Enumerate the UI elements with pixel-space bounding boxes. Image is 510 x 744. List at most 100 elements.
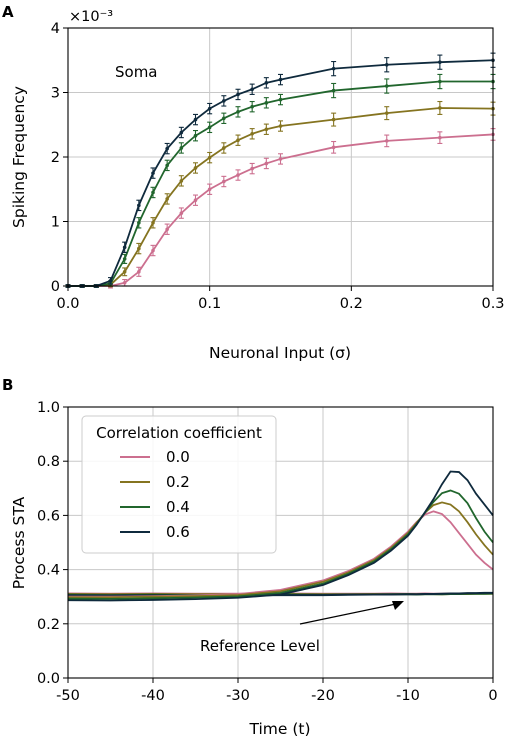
data-point xyxy=(151,190,155,195)
data-point xyxy=(236,173,240,177)
data-point xyxy=(278,97,283,102)
panel-a-x-axis-label: Neuronal Input (σ) xyxy=(209,344,351,362)
data-point xyxy=(207,106,212,111)
data-point xyxy=(278,77,283,82)
data-point xyxy=(193,117,198,122)
panel-a-y-tick-label: 1 xyxy=(51,215,60,231)
data-point xyxy=(438,79,442,84)
data-point xyxy=(438,60,442,64)
data-point xyxy=(384,111,389,115)
data-point xyxy=(264,101,269,105)
data-point xyxy=(236,92,240,97)
data-point xyxy=(122,280,127,285)
data-point xyxy=(236,110,240,114)
panel-a-y-axis-label: Spiking Frequency xyxy=(10,86,28,228)
data-point xyxy=(137,246,141,251)
data-point xyxy=(165,197,169,201)
data-point xyxy=(122,257,127,261)
data-point xyxy=(165,227,169,232)
data-point xyxy=(137,203,141,208)
data-point xyxy=(250,87,254,92)
panel-b-ticks: -50 -40 -30 -20 -10 0 0.0 0.2 0.4 0.6 0.8 1.0 xyxy=(37,400,498,704)
panel-a-series-0.6-line xyxy=(68,59,494,287)
legend-box xyxy=(81,415,277,554)
panel-a-series-0.4-line xyxy=(68,80,493,287)
data-point xyxy=(108,279,113,283)
panel-b-label: B xyxy=(2,376,13,394)
panel-b-y-tick-label: 0.4 xyxy=(37,563,60,579)
panel-a-y-offset-label: ×10⁻³ xyxy=(69,9,113,25)
panel-b-x-axis-label: Time (t) xyxy=(248,720,310,738)
data-point xyxy=(384,62,389,67)
data-point xyxy=(331,117,336,122)
data-point xyxy=(250,166,254,171)
panel-b-x-tick-label: -30 xyxy=(226,688,250,704)
legend-label-0.4: 0.4 xyxy=(166,498,190,516)
data-point xyxy=(165,163,169,168)
data-point xyxy=(222,116,226,121)
panel-b-y-tick-label: 0.8 xyxy=(37,454,60,470)
panel-a-y-tick-label: 3 xyxy=(51,86,60,102)
data-point xyxy=(250,131,254,136)
panel-b-series xyxy=(67,470,494,602)
data-point xyxy=(151,171,155,175)
data-point xyxy=(264,127,269,132)
data-point xyxy=(278,124,283,128)
data-point xyxy=(151,248,155,253)
panel-a-series xyxy=(65,52,496,289)
panel-a-y-tick-label: 2 xyxy=(51,150,60,166)
data-point xyxy=(250,104,254,109)
data-point xyxy=(193,198,198,203)
data-point xyxy=(179,179,184,183)
data-point xyxy=(222,99,226,103)
panel-a-x-tick-label: 0.0 xyxy=(56,296,79,312)
reference-arrowhead xyxy=(392,601,404,610)
panel-b-x-tick-label: -20 xyxy=(311,688,335,704)
panel-b-y-tick-label: 0.0 xyxy=(37,671,60,687)
panel-a-ticks: 0.0 0.1 0.2 0.3 0 1 2 3 4 xyxy=(51,21,505,312)
data-point xyxy=(438,106,442,110)
data-point xyxy=(193,133,198,138)
legend-label-0.6: 0.6 xyxy=(166,523,190,541)
panel-b-x-tick-label: 0 xyxy=(488,688,497,704)
data-point xyxy=(122,270,127,274)
data-point xyxy=(331,66,336,71)
panel-a-y-tick-label: 4 xyxy=(51,21,60,37)
data-point xyxy=(278,157,283,161)
data-point xyxy=(222,146,226,150)
data-point xyxy=(384,84,389,88)
panel-b-x-tick-label: -10 xyxy=(396,688,420,704)
panel-a-annotation: Soma xyxy=(115,63,158,81)
panel-b-y-axis-label: Process STA xyxy=(10,496,28,589)
data-point xyxy=(122,245,127,250)
legend-title: Correlation coefficient xyxy=(96,424,262,442)
reference-level-annotation: Reference Level xyxy=(200,601,404,655)
data-point xyxy=(179,146,184,150)
data-point xyxy=(193,166,198,170)
data-point xyxy=(222,179,226,184)
panel-a-label: A xyxy=(2,3,14,21)
data-point xyxy=(331,88,336,93)
legend-items: 0.0 0.2 0.4 0.6 xyxy=(120,448,190,541)
panel-b-y-tick-label: 1.0 xyxy=(37,400,60,416)
panel-b-y-tick-label: 0.6 xyxy=(37,508,60,524)
reference-level-label: Reference Level xyxy=(200,637,320,655)
data-point xyxy=(438,135,442,140)
panel-b-x-tick-label: -40 xyxy=(141,688,165,704)
panel-b-x-tick-label: -50 xyxy=(56,688,80,704)
panel-a-x-tick-label: 0.3 xyxy=(481,296,504,312)
data-point xyxy=(165,146,169,151)
data-point xyxy=(331,145,336,150)
panel-a-series-0.2-line xyxy=(68,107,494,287)
data-point xyxy=(207,187,212,192)
data-point xyxy=(137,270,141,274)
panel-b-y-tick-label: 0.2 xyxy=(37,617,60,633)
panel-a-x-tick-label: 0.1 xyxy=(198,296,221,312)
data-point xyxy=(179,130,184,135)
legend-label-0.2: 0.2 xyxy=(166,473,190,491)
legend-label-0.0: 0.0 xyxy=(166,448,190,466)
panel-a-y-tick-label: 0 xyxy=(51,279,60,295)
data-point xyxy=(264,81,269,85)
data-point xyxy=(137,220,141,225)
data-point xyxy=(236,138,240,143)
